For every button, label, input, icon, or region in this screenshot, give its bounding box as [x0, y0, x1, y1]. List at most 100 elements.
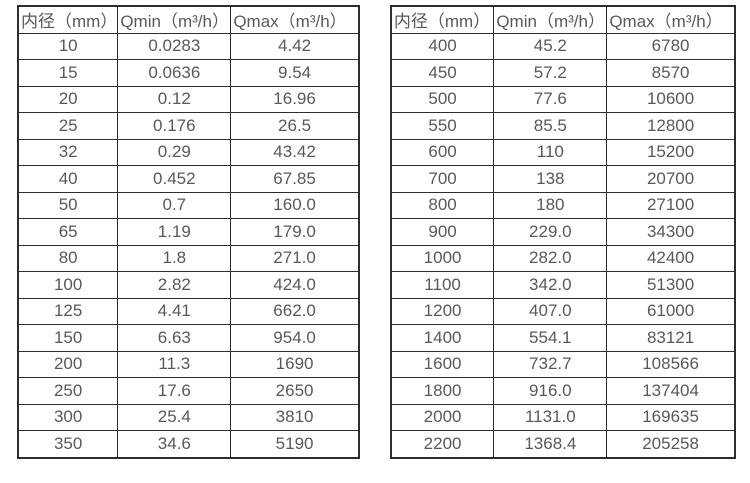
table-row: 32 0.29 43.42 [17, 138, 360, 166]
table-row: 1200 407.0 61000 [390, 297, 736, 325]
table-cell: 34300 [606, 218, 736, 246]
table-row: 25 0.176 26.5 [17, 112, 360, 140]
table-cell: 200 [17, 350, 119, 378]
table-cell: 1368.4 [493, 430, 608, 458]
table-cell: 108566 [606, 350, 736, 378]
table-cell: 1800 [390, 377, 495, 405]
column-header: 内径（mm） [390, 5, 495, 34]
table-cell: 26.5 [230, 112, 360, 140]
table-row: 1400 554.1 83121 [390, 324, 736, 352]
table-cell: 700 [390, 165, 495, 193]
table-row: 450 57.2 8570 [390, 59, 736, 87]
table-row: 550 85.5 12800 [390, 112, 736, 140]
table-cell: 4.42 [230, 32, 360, 60]
table-cell: 205258 [606, 430, 736, 458]
table-cell: 0.12 [117, 85, 232, 113]
table-cell: 282.0 [493, 244, 608, 272]
table-cell: 271.0 [230, 244, 360, 272]
table-row: 65 1.19 179.0 [17, 218, 360, 246]
table-cell: 407.0 [493, 297, 608, 325]
table-cell: 6.63 [117, 324, 232, 352]
table-cell: 160.0 [230, 191, 360, 219]
table-cell: 1100 [390, 271, 495, 299]
table-cell: 20 [17, 85, 119, 113]
table-cell: 150 [17, 324, 119, 352]
table-cell: 67.85 [230, 165, 360, 193]
table-cell: 34.6 [117, 430, 232, 458]
table-cell: 1000 [390, 244, 495, 272]
table-cell: 100 [17, 271, 119, 299]
table-cell: 3810 [230, 403, 360, 431]
table-cell: 0.0636 [117, 59, 232, 87]
table-cell: 5190 [230, 430, 360, 458]
table-cell: 61000 [606, 297, 736, 325]
table-cell: 554.1 [493, 324, 608, 352]
table-cell: 1690 [230, 350, 360, 378]
table-cell: 110 [493, 138, 608, 166]
table-cell: 550 [390, 112, 495, 140]
table-cell: 600 [390, 138, 495, 166]
table-cell: 0.176 [117, 112, 232, 140]
table-row: 350 34.6 5190 [17, 430, 360, 458]
table-row: 80 1.8 271.0 [17, 244, 360, 272]
table-row: 900 229.0 34300 [390, 218, 736, 246]
table-cell: 0.452 [117, 165, 232, 193]
table-cell: 57.2 [493, 59, 608, 87]
flow-table-large-diameters: 内径（mm） Qmin（m³/h） Qmax（m³/h） 400 45.2 6780 45… [389, 5, 736, 459]
table-cell: 27100 [606, 191, 736, 219]
column-header: Qmin（m³/h） [117, 5, 232, 34]
table-cell: 83121 [606, 324, 736, 352]
table-row: 1800 916.0 137404 [390, 377, 736, 405]
table-cell: 17.6 [117, 377, 232, 405]
table-cell: 51300 [606, 271, 736, 299]
table-cell: 179.0 [230, 218, 360, 246]
table-cell: 180 [493, 191, 608, 219]
table-row: 300 25.4 3810 [17, 403, 360, 431]
table-row: 10 0.0283 4.42 [17, 32, 360, 60]
table-row: 200 11.3 1690 [17, 350, 360, 378]
table-cell: 1.19 [117, 218, 232, 246]
table-cell: 15 [17, 59, 119, 87]
table-cell: 10 [17, 32, 119, 60]
table-cell: 25 [17, 112, 119, 140]
table-cell: 400 [390, 32, 495, 60]
table-row: 100 2.82 424.0 [17, 271, 360, 299]
table-cell: 9.54 [230, 59, 360, 87]
table-cell: 10600 [606, 85, 736, 113]
table-row: 250 17.6 2650 [17, 377, 360, 405]
table-cell: 80 [17, 244, 119, 272]
table-cell: 40 [17, 165, 119, 193]
table-row: 40 0.452 67.85 [17, 165, 360, 193]
table-cell: 1131.0 [493, 403, 608, 431]
table-cell: 20700 [606, 165, 736, 193]
table-cell: 4.41 [117, 297, 232, 325]
table-cell: 1.8 [117, 244, 232, 272]
table-cell: 916.0 [493, 377, 608, 405]
table-cell: 0.7 [117, 191, 232, 219]
table-cell: 300 [17, 403, 119, 431]
table-row: 400 45.2 6780 [390, 32, 736, 60]
table-cell: 42400 [606, 244, 736, 272]
header-row: 内径（mm） Qmin（m³/h） Qmax（m³/h） [390, 5, 736, 34]
table-cell: 169635 [606, 403, 736, 431]
table-cell: 800 [390, 191, 495, 219]
table-cell: 138 [493, 165, 608, 193]
table-cell: 900 [390, 218, 495, 246]
table-cell: 732.7 [493, 350, 608, 378]
table-cell: 250 [17, 377, 119, 405]
table-cell: 25.4 [117, 403, 232, 431]
table-cell: 2650 [230, 377, 360, 405]
table-cell: 662.0 [230, 297, 360, 325]
table-row: 600 110 15200 [390, 138, 736, 166]
table-cell: 1400 [390, 324, 495, 352]
table-row: 2000 1131.0 169635 [390, 403, 736, 431]
table-row: 500 77.6 10600 [390, 85, 736, 113]
table-cell: 1600 [390, 350, 495, 378]
column-header: Qmax（m³/h） [606, 5, 736, 34]
table-cell: 2.82 [117, 271, 232, 299]
column-header: Qmin（m³/h） [493, 5, 608, 34]
table-cell: 65 [17, 218, 119, 246]
flow-table-small-diameters: 内径（mm） Qmin（m³/h） Qmax（m³/h） 10 0.0283 4.42 1… [17, 5, 360, 459]
table-row: 1100 342.0 51300 [390, 271, 736, 299]
table-cell: 0.0283 [117, 32, 232, 60]
